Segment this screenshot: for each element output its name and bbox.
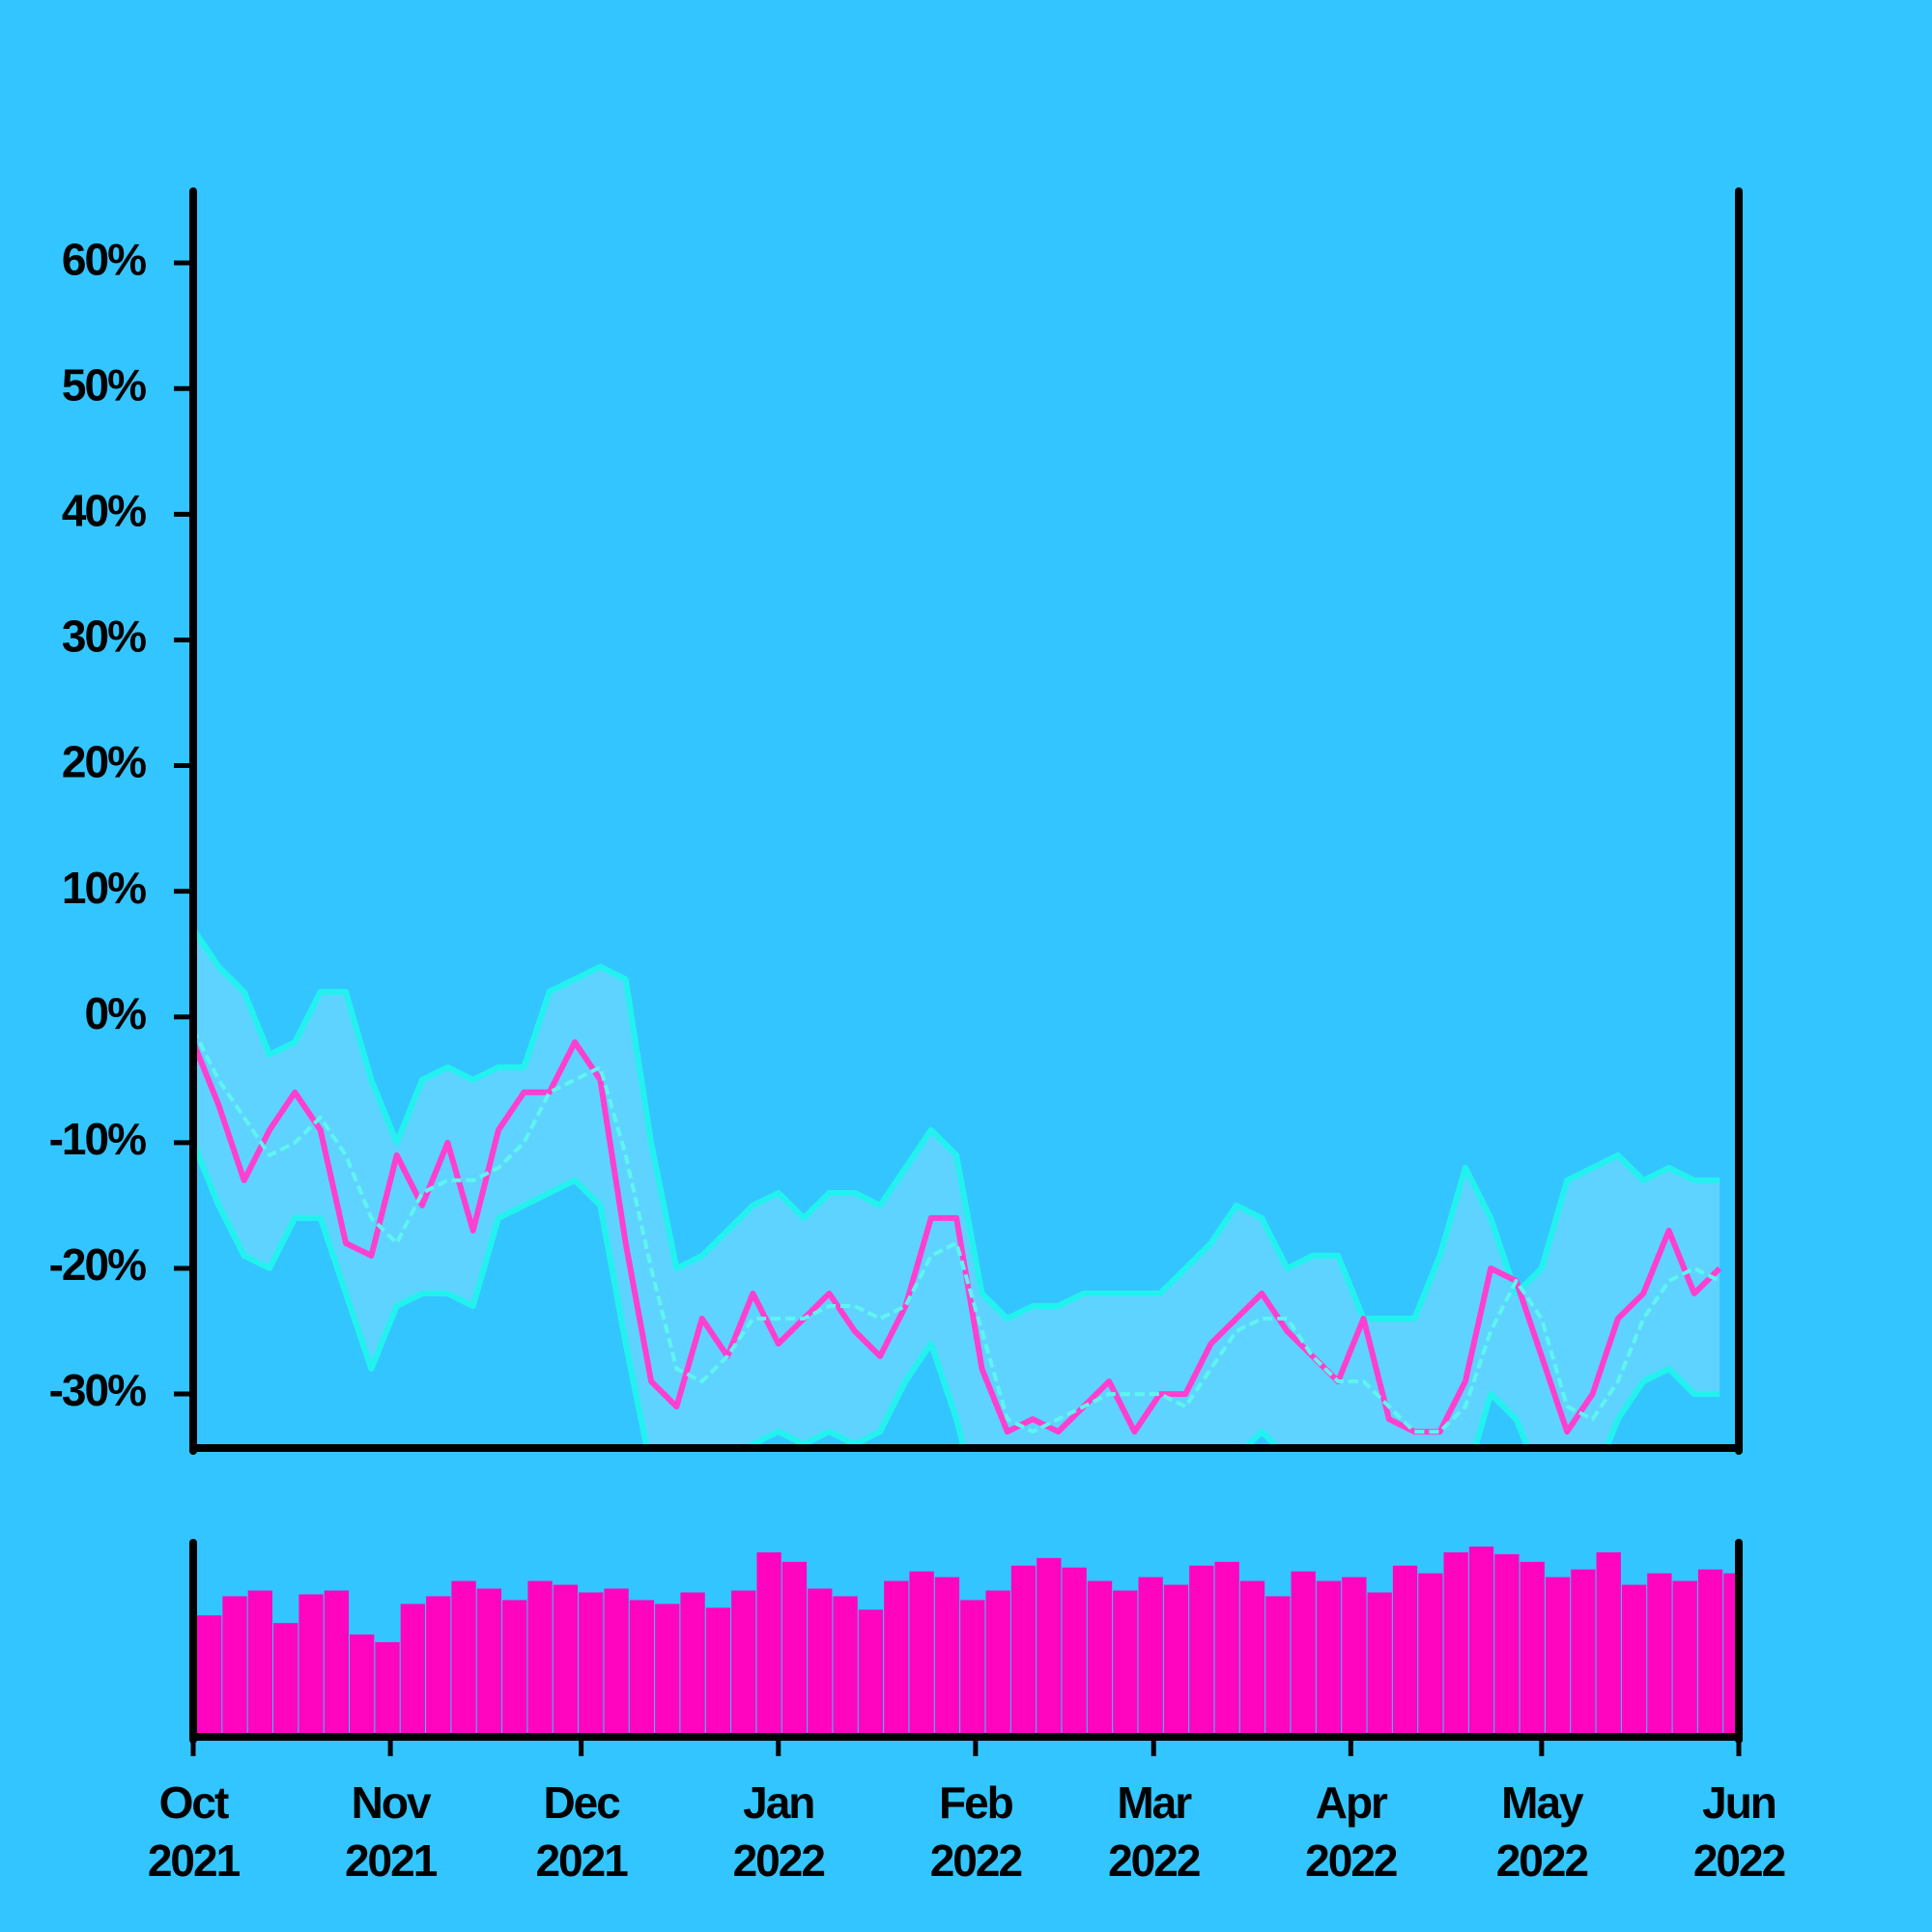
volume-bar	[1113, 1590, 1138, 1734]
volume-bar	[1189, 1565, 1214, 1734]
volume-bar	[1316, 1580, 1342, 1734]
volume-bar	[502, 1600, 527, 1734]
volume-bar	[400, 1604, 426, 1734]
volume-bar	[298, 1594, 324, 1734]
band-area	[193, 928, 1720, 1448]
volume-bar	[350, 1634, 375, 1734]
volume-bar	[553, 1584, 579, 1734]
volume-bar	[756, 1551, 781, 1734]
volume-bar	[858, 1609, 884, 1734]
y-tick-label: -20%	[49, 1239, 146, 1290]
x-tick-label: Apr 2022	[1305, 1777, 1398, 1886]
x-tick-label: Jun 2022	[1692, 1777, 1786, 1886]
volume-bar	[1138, 1577, 1163, 1734]
volume-bar	[451, 1580, 476, 1734]
x-tick-label: Nov 2021	[344, 1777, 438, 1886]
band-upper	[193, 927, 1720, 1321]
volume-bar	[1468, 1546, 1494, 1734]
volume-bar	[833, 1596, 858, 1734]
axes	[174, 187, 1743, 1756]
volume-bar	[222, 1596, 247, 1734]
y-tick-label: -10%	[49, 1114, 146, 1164]
volume-bar	[1037, 1557, 1062, 1734]
volume-bar	[1062, 1567, 1087, 1734]
x-tick-label: Jan 2022	[732, 1777, 826, 1886]
volume-bar	[273, 1623, 298, 1734]
volume-bar	[1697, 1569, 1723, 1734]
volume-bar	[579, 1592, 604, 1734]
volume-bar	[1647, 1573, 1672, 1734]
volume-bar	[934, 1577, 960, 1734]
y-tick-label: 20%	[62, 737, 146, 787]
moving-average-line	[193, 1028, 1721, 1435]
volume-bar	[1443, 1551, 1468, 1734]
volume-bar	[884, 1580, 909, 1734]
price-plot	[193, 927, 1722, 1448]
y-tick-label: 60%	[62, 234, 146, 284]
volume-bar	[655, 1604, 680, 1734]
volume-bar	[527, 1580, 553, 1734]
volume-bar	[604, 1588, 629, 1734]
volume-bar	[1672, 1580, 1697, 1734]
y-tick-label: 50%	[62, 359, 146, 410]
x-tick-label: Oct 2021	[147, 1777, 241, 1886]
y-tick-label: 0%	[85, 988, 147, 1038]
volume-bar	[1367, 1592, 1392, 1734]
volume-bar	[1087, 1580, 1113, 1734]
volume-bar	[1392, 1565, 1418, 1734]
y-tick-label: 40%	[62, 486, 146, 536]
x-tick-label: Feb 2022	[929, 1777, 1023, 1886]
volume-bar	[1520, 1561, 1545, 1734]
volume-bar	[731, 1590, 756, 1734]
x-tick-label: May 2022	[1495, 1777, 1589, 1886]
x-tick-label: Mar 2022	[1108, 1777, 1201, 1886]
volume-bar	[1621, 1584, 1647, 1734]
volume-bar	[1342, 1577, 1367, 1734]
volume-bar	[1265, 1596, 1291, 1734]
volume-bar	[1494, 1553, 1520, 1734]
volume-bar	[1596, 1551, 1621, 1734]
y-tick-label: -30%	[49, 1365, 146, 1415]
volume-bar	[1291, 1571, 1316, 1734]
x-tick-label: Dec 2021	[535, 1777, 628, 1886]
price-line	[193, 1038, 1722, 1435]
volume-bar	[781, 1561, 808, 1734]
volume-bar	[629, 1600, 655, 1734]
volume-bar	[1418, 1573, 1443, 1734]
volume-bar	[1163, 1584, 1189, 1734]
volume-bar	[1239, 1580, 1265, 1734]
volume-bar	[808, 1588, 833, 1734]
volume-bar	[705, 1607, 731, 1734]
volume-bar	[1010, 1565, 1037, 1734]
volume-bar	[1214, 1561, 1239, 1734]
volume-bar	[476, 1588, 502, 1734]
band-lower	[193, 1141, 1720, 1448]
volume-bar	[375, 1641, 400, 1734]
volume-plot	[197, 1546, 1742, 1734]
y-tick-label: 30%	[62, 611, 146, 662]
volume-bar	[680, 1592, 705, 1734]
volume-bar	[1571, 1569, 1596, 1734]
volume-bar	[960, 1600, 985, 1734]
y-tick-label: 10%	[62, 863, 146, 913]
volume-bar	[1545, 1577, 1571, 1734]
volume-bar	[985, 1590, 1010, 1734]
volume-bar	[247, 1590, 273, 1734]
volume-bar	[197, 1615, 222, 1734]
volume-bar	[324, 1590, 350, 1734]
volume-bar	[909, 1571, 934, 1734]
volume-bar	[426, 1596, 451, 1734]
